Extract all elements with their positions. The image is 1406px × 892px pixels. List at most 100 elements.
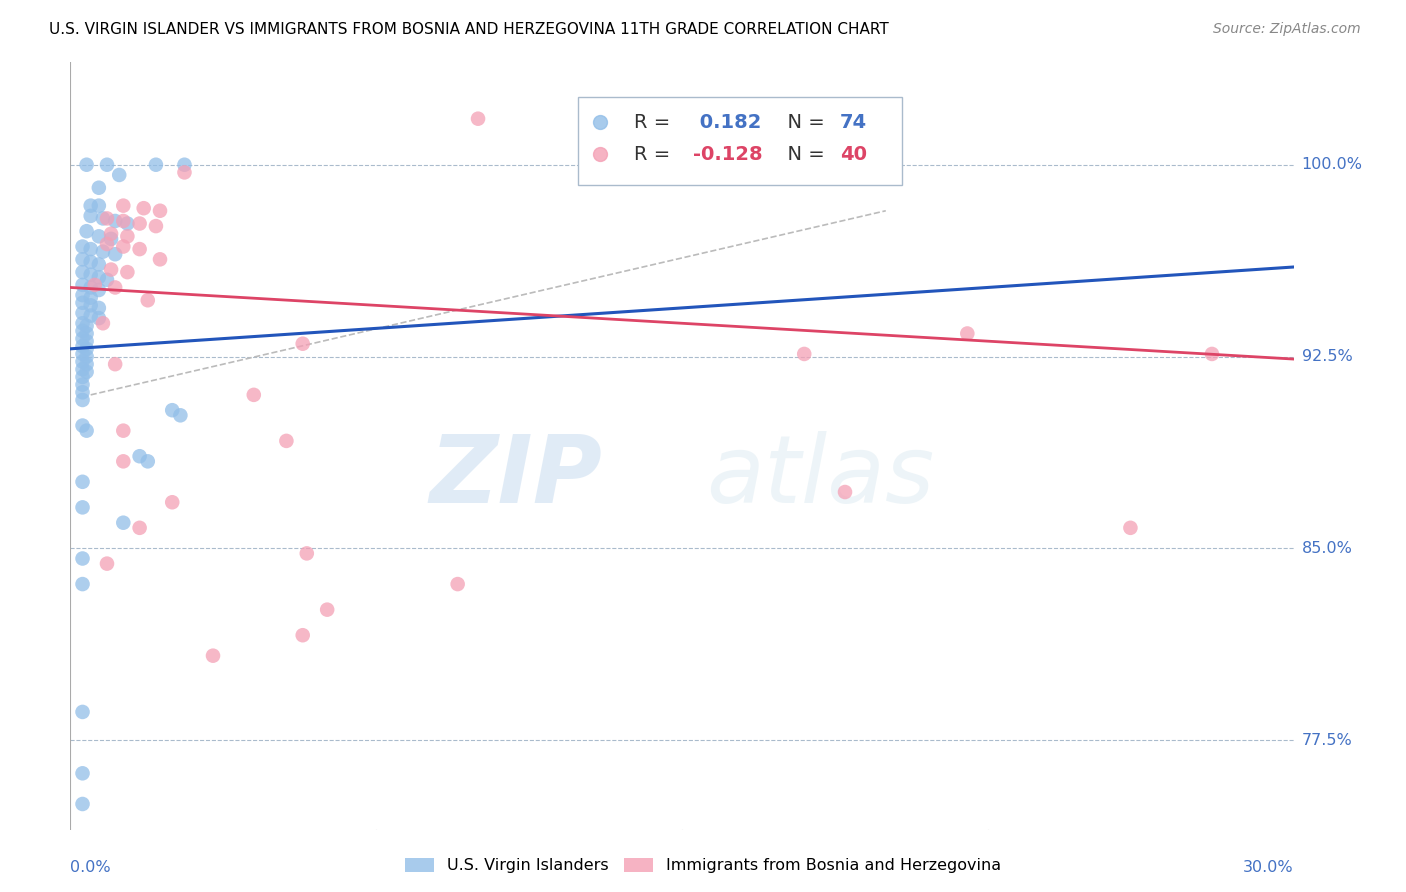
Point [108,168,131,182]
Point [117,229,139,244]
Point [76,326,98,341]
Text: 85.0%: 85.0% [1302,541,1353,556]
Point [91,244,114,259]
Text: 40: 40 [839,145,866,164]
Point [72,288,94,302]
Point [162,403,183,417]
Text: 74: 74 [839,112,868,132]
Point [128,449,150,463]
Point [72,377,94,392]
Point [91,211,114,226]
Point [291,336,314,351]
Point [76,350,98,364]
Point [79,291,103,305]
Text: 92.5%: 92.5% [1302,349,1353,364]
Text: N =: N = [775,145,831,164]
Point [76,224,98,238]
Point [76,342,98,356]
Point [79,242,103,256]
Point [149,252,172,267]
Point [96,237,118,252]
Point [72,316,94,330]
Point [72,797,94,811]
Point [79,309,103,323]
Point [72,339,94,353]
Text: R =: R = [634,145,676,164]
Point [79,209,103,223]
Text: 30.0%: 30.0% [1243,860,1294,875]
Point [276,434,298,448]
Point [72,347,94,361]
Point [202,648,225,663]
Point [96,557,118,571]
Point [128,242,150,256]
Point [72,705,94,719]
Point [145,219,167,233]
Point [112,239,135,253]
Point [128,217,150,231]
Point [100,262,122,277]
Point [447,577,470,591]
Point [136,454,159,468]
Point [295,546,318,560]
Point [173,165,195,179]
Point [128,521,150,535]
Point [72,370,94,384]
Point [72,475,94,489]
Point [145,158,167,172]
Point [467,112,489,126]
Point [132,201,155,215]
Text: 100.0%: 100.0% [1302,157,1362,172]
Point [79,255,103,269]
Point [72,418,94,433]
FancyBboxPatch shape [578,97,903,186]
Point [72,239,94,253]
Point [87,301,110,315]
Point [87,311,110,326]
Point [243,388,266,402]
Point [79,199,103,213]
Point [87,283,110,297]
Point [72,577,94,591]
Point [100,227,122,241]
Point [112,424,135,438]
Text: ZIP: ZIP [429,431,602,523]
Point [112,214,135,228]
Text: atlas: atlas [706,431,935,522]
Point [1201,347,1223,361]
Point [316,602,339,616]
Point [956,326,979,341]
Point [72,252,94,267]
Point [72,306,94,320]
Point [1119,521,1142,535]
Point [96,273,118,287]
Point [72,277,94,292]
Point [793,347,815,361]
Point [169,409,191,423]
Point [173,158,195,172]
Point [72,362,94,376]
Point [834,485,856,500]
Text: -0.128: -0.128 [693,145,762,164]
Point [87,270,110,285]
Point [79,280,103,294]
Point [83,277,105,292]
Point [112,516,135,530]
Point [291,628,314,642]
Point [104,214,127,228]
Point [87,199,110,213]
Legend: U.S. Virgin Islanders, Immigrants from Bosnia and Herzegovina: U.S. Virgin Islanders, Immigrants from B… [399,851,1007,880]
Point [72,500,94,515]
Point [72,354,94,368]
Point [76,365,98,379]
Text: 0.0%: 0.0% [70,860,111,875]
Point [72,766,94,780]
Text: U.S. VIRGIN ISLANDER VS IMMIGRANTS FROM BOSNIA AND HERZEGOVINA 11TH GRADE CORREL: U.S. VIRGIN ISLANDER VS IMMIGRANTS FROM … [49,22,889,37]
Point [76,158,98,172]
Point [72,332,94,346]
Point [91,316,114,330]
Point [117,217,139,231]
Text: R =: R = [634,112,676,132]
Point [104,280,127,294]
Point [79,268,103,282]
